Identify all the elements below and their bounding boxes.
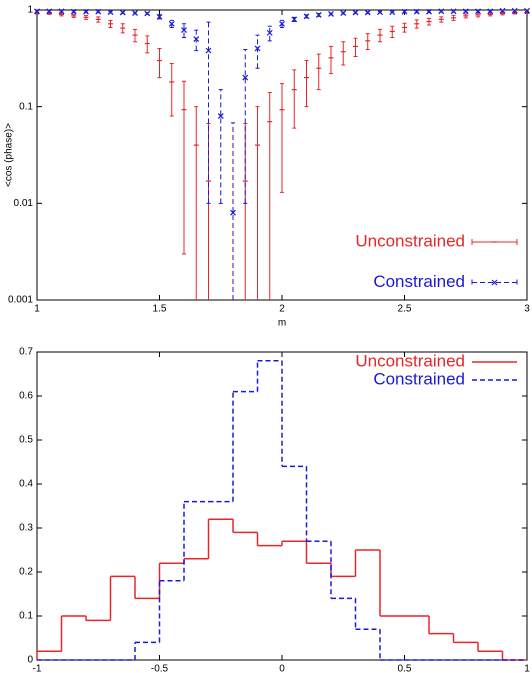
marker (119, 9, 126, 16)
error-bar (231, 122, 235, 300)
marker (181, 27, 187, 33)
marker (462, 8, 469, 15)
x-tick-label: -0.5 (151, 664, 169, 673)
marker (230, 209, 236, 216)
error-bar (182, 80, 186, 255)
marker (426, 8, 432, 15)
marker (352, 9, 359, 16)
y-tick-label: 0.6 (19, 391, 33, 402)
marker (144, 10, 151, 17)
marker (401, 8, 408, 15)
error-bar (329, 45, 333, 75)
error-bar (145, 35, 150, 54)
marker (524, 7, 530, 14)
marker (242, 74, 249, 81)
legend-label: Unconstrained (355, 231, 465, 250)
error-bar (316, 53, 321, 91)
marker (132, 10, 138, 16)
error-bar (206, 122, 211, 300)
marker (156, 13, 163, 20)
marker (168, 20, 175, 27)
marker (438, 8, 445, 15)
legend-sample (471, 279, 518, 286)
x-tick-label: 1.5 (153, 304, 167, 315)
error-bar (304, 60, 309, 108)
legend-label: Constrained (373, 369, 465, 388)
error-bar (280, 83, 284, 193)
marker (217, 113, 224, 119)
error-bar (182, 23, 186, 38)
marker (107, 9, 114, 16)
error-bar (255, 106, 260, 300)
marker (303, 13, 310, 20)
marker (491, 279, 498, 286)
error-bar (194, 106, 199, 300)
y-tick-label: 0.5 (19, 435, 33, 446)
error-bar (267, 92, 272, 300)
x-tick-label: 2 (279, 304, 285, 315)
marker (193, 36, 200, 43)
x-tick-label: 2.5 (398, 304, 412, 315)
error-bar (243, 122, 248, 300)
error-bar (206, 21, 211, 204)
marker (450, 8, 457, 15)
x-tick-label: 1 (524, 664, 530, 673)
marker (34, 8, 40, 15)
legend-label: Unconstrained (355, 351, 465, 370)
marker (70, 8, 77, 15)
x-axis-label: m (278, 318, 286, 329)
marker (377, 9, 383, 16)
error-bar (243, 49, 248, 204)
marker (58, 8, 65, 15)
y-axis-label: <cos (phase)> (4, 123, 15, 187)
x-tick-label: 1 (34, 304, 40, 315)
marker (413, 8, 420, 15)
legend-label: Constrained (373, 272, 465, 291)
y-tick-label: 0.4 (19, 479, 33, 490)
error-bar (255, 34, 260, 69)
error-bar (169, 62, 174, 117)
y-tick-label: 0.3 (19, 523, 33, 534)
y-tick-label: 0.1 (19, 611, 33, 622)
marker (95, 8, 102, 15)
marker (475, 8, 481, 15)
y-tick-label: 0.2 (19, 567, 33, 578)
y-tick-label: 0 (27, 655, 33, 666)
error-bar (353, 37, 358, 58)
y-tick-label: 0.01 (14, 198, 34, 209)
marker (205, 47, 212, 54)
marker (46, 8, 53, 15)
marker (315, 11, 322, 18)
marker (254, 45, 261, 52)
marker (291, 16, 298, 23)
marker (499, 7, 506, 14)
error-bar (194, 29, 199, 52)
error-bar (267, 25, 272, 42)
error-bar (157, 47, 162, 79)
marker (487, 8, 494, 15)
x-tick-label: -1 (33, 664, 42, 673)
error-bar (341, 41, 346, 66)
error-bar (292, 69, 297, 129)
marker (340, 10, 347, 16)
marker (511, 7, 518, 14)
error-bar (365, 33, 370, 51)
x-tick-label: 3 (524, 304, 530, 315)
marker (266, 29, 273, 36)
marker (279, 20, 285, 27)
marker (83, 8, 89, 15)
marker (364, 9, 371, 16)
y-tick-label: 1 (27, 5, 33, 16)
x-tick-label: 0.5 (398, 664, 412, 673)
marker (328, 11, 334, 17)
y-tick-label: 0.001 (8, 295, 33, 306)
marker (389, 9, 396, 16)
y-tick-label: 0.1 (19, 101, 33, 112)
y-tick-label: 0.7 (19, 347, 33, 358)
x-tick-label: 0 (279, 664, 285, 673)
error-bar (218, 89, 223, 204)
